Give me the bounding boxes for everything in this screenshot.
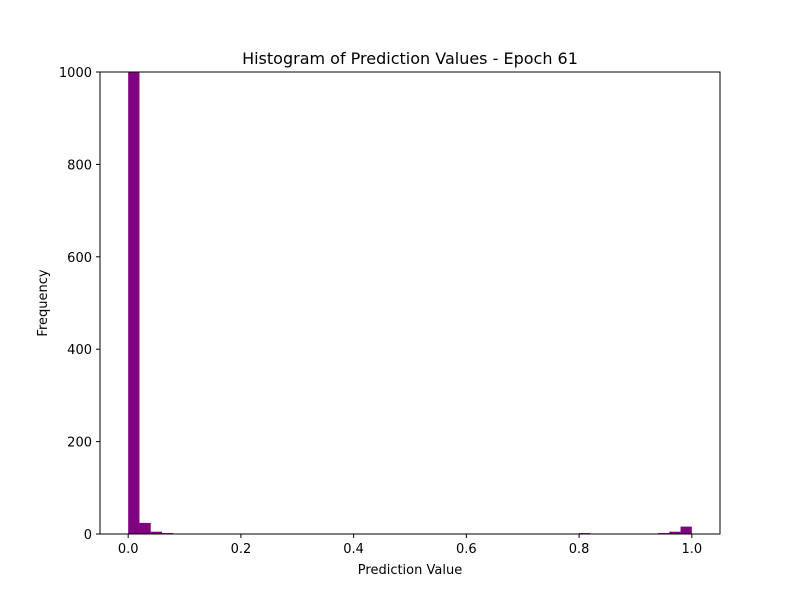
chart-title: Histogram of Prediction Values - Epoch 6… <box>242 49 578 68</box>
x-axis-ticks: 0.0 0.2 0.4 0.6 0.8 1.0 <box>118 534 702 557</box>
y-axis-label: Frequency <box>36 269 51 336</box>
y-tick-label: 400 <box>67 343 92 358</box>
y-tick-label: 0 <box>84 528 92 543</box>
y-axis-ticks: 0 200 400 600 800 1000 <box>59 66 100 543</box>
histogram-bar <box>128 72 140 534</box>
y-tick-label: 600 <box>67 251 92 266</box>
x-tick-label: 0.4 <box>343 542 364 557</box>
histogram-bar <box>680 526 692 534</box>
x-axis-label: Prediction Value <box>358 563 462 578</box>
x-tick-label: 0.2 <box>231 542 252 557</box>
histogram-bar <box>139 522 151 534</box>
x-tick-label: 0.8 <box>569 542 590 557</box>
x-tick-label: 1.0 <box>681 542 702 557</box>
x-tick-label: 0.0 <box>118 542 139 557</box>
plot-frame <box>99 71 721 535</box>
y-tick-label: 800 <box>67 158 92 173</box>
histogram-bar <box>669 531 681 534</box>
x-tick-label: 0.6 <box>456 542 477 557</box>
histogram-bar <box>150 531 162 534</box>
y-tick-label: 200 <box>67 436 92 451</box>
y-tick-label: 1000 <box>59 66 92 81</box>
